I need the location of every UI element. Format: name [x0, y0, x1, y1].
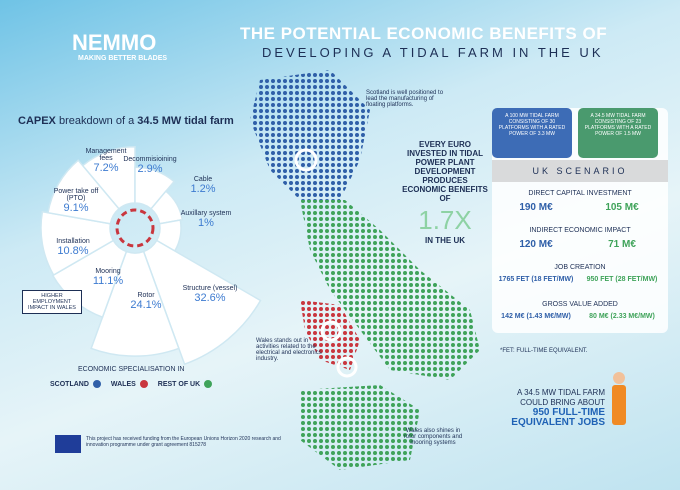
legend-dot	[139, 380, 148, 388]
capex-bold: 34.5 MW tidal farm	[137, 115, 234, 127]
segment-label: Decommisioining 2.9%	[122, 156, 178, 175]
legend-title: ECONOMIC SPECIALISATION IN	[78, 366, 185, 373]
category-label: Rotor	[137, 292, 155, 299]
rose-segment	[81, 145, 136, 210]
value-label: 7.2%	[93, 162, 119, 174]
legend-item: WALES	[111, 380, 148, 388]
row-value-a: 142 M€ (1.43 M€/MW)	[501, 313, 571, 320]
rose-segment	[90, 250, 180, 357]
row-value-b: 71 M€	[608, 239, 636, 250]
scenario-card: A 34.5 MW TIDAL FARM CONSISTING OF 23 PL…	[584, 113, 652, 137]
row-label: INDIRECT ECONOMIC IMPACT	[529, 227, 631, 234]
value-label: 11.1%	[92, 275, 124, 287]
value-label: 1.2%	[190, 183, 216, 195]
value-label: 9.1%	[63, 202, 89, 214]
map-marker	[294, 148, 318, 172]
map-ireland	[300, 385, 420, 470]
segment-label: Management fees 7.2%	[78, 148, 134, 174]
legend-dot	[92, 380, 101, 388]
jobs: A 34.5 MW TIDAL FARM COULD BRING ABOUT 950…	[505, 388, 605, 428]
category-label: Management fees	[85, 148, 127, 162]
worker-head	[613, 372, 625, 384]
row-value-b: 950 FET (28 FET/MW)	[586, 276, 658, 283]
category-label: Cable	[193, 176, 213, 183]
segment-label: Structure (vessel) 32.6%	[182, 285, 238, 304]
scenario-note: *FET: FULL-TIME EQUIVALENT.	[500, 348, 588, 354]
segment-label: Installation 10.8%	[45, 238, 101, 257]
row-label: DIRECT CAPITAL INVESTMENT	[528, 190, 632, 197]
euro-value: 1.7X	[418, 205, 472, 235]
category-label: Structure (vessel)	[182, 285, 238, 292]
euro-suffix: IN THE UK	[425, 236, 465, 245]
annotation: Wales stands out in activities related t…	[256, 338, 322, 362]
segment-label: Cable 1.2%	[175, 176, 231, 195]
map-marker	[320, 320, 342, 342]
legend-item: REST OF UK	[157, 380, 213, 388]
capex-bold: CAPEX	[18, 115, 56, 127]
map-england	[300, 200, 480, 380]
segment-label: Mooring 11.1%	[80, 268, 136, 287]
jobs-line: 950 FULL-TIME	[532, 407, 605, 418]
legend-label: SCOTLAND	[50, 380, 89, 388]
scenario-title: UK SCENARIO	[532, 166, 628, 176]
card-b	[578, 108, 658, 158]
value-label: 24.1%	[130, 299, 162, 311]
row-label: GROSS VALUE ADDED	[542, 301, 618, 308]
funding: This project has received funding from t…	[86, 436, 281, 448]
map-scotland	[250, 70, 370, 200]
category-label: Auxillary system	[180, 210, 232, 217]
legend-label: WALES	[110, 380, 136, 388]
legend: SCOTLAND WALES REST OF UK	[50, 380, 213, 388]
segment-label: Power take off (PTO) 9.1%	[48, 188, 104, 214]
value-label: 10.8%	[57, 245, 89, 257]
worker-icon	[612, 385, 626, 425]
row-value-b: 105 M€	[605, 202, 639, 213]
row-value-a: 1765 FET (18 FET/MW)	[498, 276, 574, 283]
annotation: Wales also shines in rotor components an…	[403, 428, 463, 446]
title: THE POTENTIAL ECONOMIC BENEFITS OF	[240, 24, 608, 43]
segment-label: Rotor 24.1%	[118, 292, 174, 311]
row-value-a: 120 M€	[519, 239, 553, 250]
map-marker	[336, 356, 358, 378]
capex-plain: breakdown of a	[58, 115, 135, 127]
rose-segment	[142, 239, 262, 366]
row-value-a: 190 M€	[519, 202, 553, 213]
jobs-line: EQUIVALENT JOBS	[511, 417, 605, 428]
wales-box: HIGHER EMPLOYMENT IMPACT IN WALES	[22, 290, 82, 314]
subtitle: DEVELOPING A TIDAL FARM IN THE UK	[262, 45, 604, 60]
legend-label: REST OF UK	[157, 380, 201, 388]
rose-segment	[47, 159, 120, 225]
rose-segment	[150, 190, 184, 225]
row-label: JOB CREATION	[554, 264, 606, 271]
row-value-b: 80 M€ (2.33 M€/MW)	[589, 313, 655, 320]
euro-text: EVERY EURO INVESTED IN TIDAL POWER PLANT…	[402, 140, 488, 203]
category-label: Mooring	[95, 268, 121, 275]
tagline: MAKING BETTER BLADES	[78, 55, 168, 62]
value-label: 1%	[198, 217, 214, 229]
jobs-line: COULD BRING ABOUT	[520, 398, 605, 407]
capex-title: CAPEX breakdown of a 34.5 MW tidal farm	[18, 115, 234, 127]
category-label: Power take off (PTO)	[53, 188, 99, 202]
value-label: 32.6%	[194, 292, 226, 304]
legend-item: SCOTLAND	[50, 380, 101, 388]
card-a	[492, 108, 572, 158]
annotation: Scotland is well positioned to lead the …	[366, 90, 444, 108]
rose-segment	[134, 166, 176, 210]
value-label: 2.9%	[137, 163, 163, 175]
category-label: Decommisioining	[123, 156, 177, 163]
map-wales	[300, 300, 360, 370]
jobs-line: A 34.5 MW TIDAL FARM	[516, 388, 605, 397]
logo: NEMMO	[72, 30, 157, 55]
category-label: Installation	[56, 238, 90, 245]
eu-flag	[55, 435, 81, 453]
rose-ring	[115, 208, 155, 248]
scenario-card: A 100 MW TIDAL FARM CONSISTING OF 30 PLA…	[498, 113, 566, 137]
segment-label: Auxillary system 1%	[178, 210, 234, 229]
rose-segment	[40, 210, 115, 277]
legend-dot	[204, 380, 213, 388]
scenario-band	[492, 160, 668, 182]
